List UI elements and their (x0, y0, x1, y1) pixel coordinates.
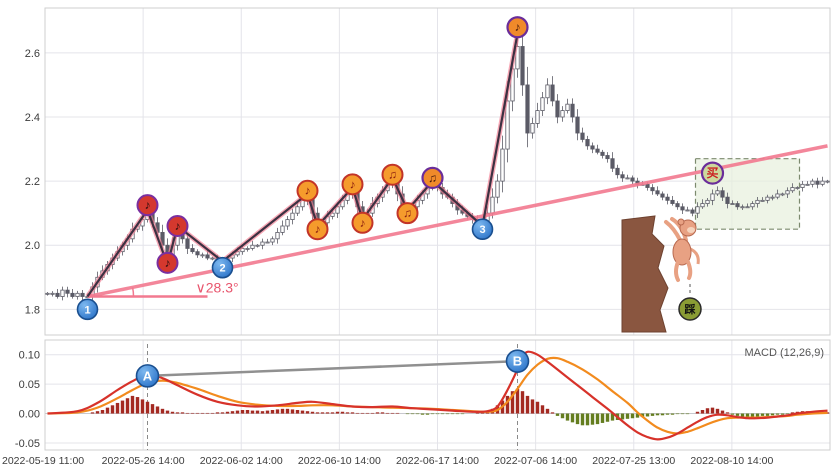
date-axis-label: 2022-05-26 14:00 (102, 455, 185, 467)
axis-labels: 2.6 2.4 2.2 2.0 1.8 0.10 0.05 0.00 -0.05 2022-05-… (2, 48, 773, 467)
buy-badge[interactable]: 买 (700, 161, 725, 185)
wave-glow (85, 33, 520, 298)
angle-arc (131, 287, 135, 297)
note-marker[interactable]: ♪ (306, 218, 329, 241)
svg-text:♪: ♪ (315, 222, 321, 236)
price-axis-label: 2.4 (25, 112, 40, 124)
svg-text:♫: ♫ (388, 168, 397, 182)
svg-text:♪: ♪ (515, 20, 521, 34)
note-marker[interactable]: ♫ (396, 202, 419, 225)
date-axis-label: 2022-07-25 13:00 (592, 455, 675, 467)
monkey-ear (677, 218, 685, 226)
date-axis-label: 2022-06-10 14:00 (298, 455, 381, 467)
svg-text:♫: ♫ (403, 206, 412, 220)
note-marker[interactable]: ♪ (341, 173, 364, 196)
macd-marker-B[interactable]: B (505, 349, 530, 373)
svg-text:踩: 踩 (685, 303, 696, 316)
point-marker-2[interactable]: 2 (211, 256, 234, 279)
note-marker[interactable]: ♫ (421, 166, 444, 190)
date-axis-label: 2022-06-02 14:00 (200, 455, 283, 467)
stamp-badge[interactable]: 踩 (678, 297, 702, 321)
price-axis-label: 2.2 (25, 176, 40, 188)
svg-text:♪: ♪ (165, 256, 171, 270)
monkey-muzzle (687, 227, 695, 233)
svg-text:1: 1 (84, 304, 90, 316)
cliff (621, 215, 669, 333)
price-axis-label: 2.0 (25, 240, 40, 252)
date-axis-label: 2022-06-17 14:00 (396, 455, 479, 467)
price-axis-label: 1.8 (25, 304, 40, 316)
svg-text:A: A (143, 368, 153, 383)
monkey-arm (664, 220, 682, 242)
svg-text:♫: ♫ (428, 171, 437, 185)
angle-label: ∨28.3° (196, 280, 239, 296)
monkey-body (672, 238, 692, 266)
wave-zigzag (85, 33, 520, 298)
ab-connector (147, 359, 518, 378)
note-marker[interactable]: ♪ (156, 251, 179, 274)
price-axis-label: 2.6 (25, 48, 40, 60)
note-marker[interactable]: ♫ (381, 163, 404, 186)
date-axis-label: 2022-05-19 11:00 (2, 455, 84, 467)
svg-text:B: B (513, 354, 522, 369)
macd-axis-label: -0.05 (15, 438, 40, 450)
svg-text:买: 买 (706, 166, 718, 180)
date-axis-label: 2022-07-06 14:00 (494, 455, 577, 467)
svg-text:2: 2 (219, 263, 225, 275)
note-marker[interactable]: ♪ (136, 194, 159, 217)
svg-text:♪: ♪ (350, 177, 356, 191)
svg-text:3: 3 (479, 224, 485, 236)
macd-axis-label: 0.00 (19, 409, 40, 421)
svg-text:♪: ♪ (305, 184, 311, 198)
note-marker[interactable]: ♪ (506, 16, 529, 39)
monkey-leg (674, 260, 680, 282)
macd-marker-A[interactable]: A (135, 364, 160, 388)
svg-text:♪: ♪ (145, 198, 151, 212)
macd-indicator-label: MACD (12,26,9) (744, 347, 824, 359)
note-marker[interactable]: ♪ (166, 215, 189, 237)
monkey-cliff-illustration (621, 215, 700, 333)
dea-line (47, 356, 828, 435)
svg-text:♪: ♪ (360, 216, 366, 230)
date-axis-label: 2022-08-10 14:00 (690, 455, 773, 467)
macd-axis-label: 0.10 (19, 350, 40, 362)
point-marker-1[interactable]: 1 (76, 298, 99, 321)
svg-text:♪: ♪ (175, 219, 181, 233)
note-marker[interactable]: ♪ (296, 179, 319, 202)
point-marker-3[interactable]: 3 (471, 218, 494, 241)
note-marker[interactable]: ♪ (351, 211, 374, 234)
macd-axis-label: 0.05 (19, 379, 40, 391)
wave-line (86, 33, 519, 298)
grid-lines (44, 7, 831, 451)
monkey-leg (686, 260, 693, 280)
